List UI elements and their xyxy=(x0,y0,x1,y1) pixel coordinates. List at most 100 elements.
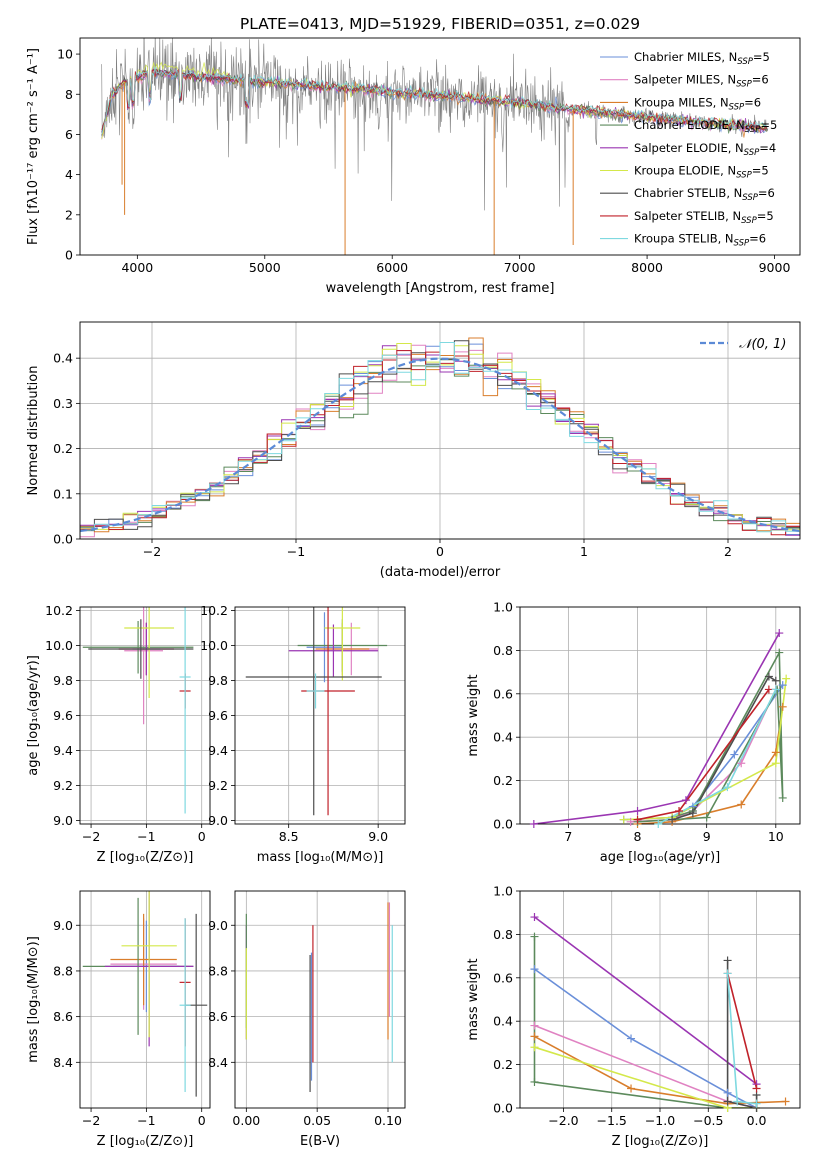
axes-spectrum: 4000 5000 6000 7000 8000 9000 0 2 4 6 8 10 wavelengt… xyxy=(26,37,801,296)
panel-age-vs-Z: −2 −1 0 9.0 9.2 9.4 9.6 9.8 10.0 10.2 Z [log₁₀(Z/Z… xyxy=(26,603,211,865)
x-tick-label: −2 xyxy=(82,1113,100,1128)
y-tick-label: 0.6 xyxy=(493,686,513,701)
mass-weight-marker xyxy=(771,748,780,757)
y-tick-label: 8.4 xyxy=(53,1055,73,1070)
y-axis-label: mass weight xyxy=(466,958,481,1040)
mass-weight-line xyxy=(671,675,777,821)
x-tick-label: 2 xyxy=(724,544,732,559)
y-tick-label: 9.2 xyxy=(208,778,228,793)
x-tick-label: 1 xyxy=(580,544,588,559)
x-tick-label: 8.5 xyxy=(279,829,299,844)
y-tick-label: 6 xyxy=(65,127,73,142)
legend-entry-0: Chabrier MILES, NSSP=5 xyxy=(634,50,770,67)
plot-area-weight-vs-age xyxy=(533,632,787,824)
panel-mass-vs-Z: −2 −1 0 8.4 8.6 8.8 9.0 Z [log₁₀(Z/Z⊙)] mass [lo… xyxy=(26,890,211,1149)
x-tick-label: 0 xyxy=(198,1113,206,1128)
axes-age-vs-Z: −2 −1 0 9.0 9.2 9.4 9.6 9.8 10.0 10.2 Z [log₁₀(Z/Z… xyxy=(26,603,211,865)
mass-weight-marker xyxy=(752,1099,761,1108)
y-tick-label: 9.4 xyxy=(208,743,228,758)
x-axis-label: Z [log₁₀(Z/Z⊙)] xyxy=(97,850,194,865)
y-tick-label: 0.2 xyxy=(493,1057,513,1072)
x-axis-label: age [log₁₀(age/yr)] xyxy=(600,850,721,865)
x-tick-label: 8 xyxy=(634,829,642,844)
legend-entry-4: Salpeter ELODIE, NSSP=4 xyxy=(634,141,776,158)
plot-area-mass-vs-EBV xyxy=(245,902,393,1093)
axes-frame xyxy=(234,890,406,1109)
x-tick-label: 0 xyxy=(198,829,206,844)
y-tick-label: 0.4 xyxy=(493,730,513,745)
y-tick-label: 10.0 xyxy=(45,638,73,653)
mass-weight-marker xyxy=(737,759,746,768)
y-tick-label: 10.2 xyxy=(200,603,228,618)
plot-area-age-vs-Z xyxy=(82,607,194,814)
mass-weight-marker xyxy=(723,956,732,965)
x-tick-label: −1 xyxy=(137,829,155,844)
axes-mass-vs-Z: −2 −1 0 8.4 8.6 8.8 9.0 Z [log₁₀(Z/Z⊙)] mass [lo… xyxy=(26,890,211,1149)
mass-weight-marker xyxy=(688,809,697,818)
y-tick-label: 0.0 xyxy=(53,532,73,547)
mass-weight-marker xyxy=(723,1088,732,1097)
mass-weight-marker xyxy=(723,969,732,978)
axes-frame xyxy=(519,606,801,825)
y-tick-label: 10.0 xyxy=(200,638,228,653)
x-tick-label: 9000 xyxy=(759,260,791,275)
x-tick-label: −2 xyxy=(143,544,161,559)
axes-mass-vs-EBV: 0.00 0.05 0.10 8.4 8.6 8.8 9.0 E(B-V) xyxy=(208,890,406,1149)
x-tick-label: 6000 xyxy=(376,260,408,275)
y-tick-label: 9.6 xyxy=(208,708,228,723)
gaussian-legend-label: 𝒩(0, 1) xyxy=(739,337,786,352)
y-tick-label: 10 xyxy=(57,47,73,62)
x-tick-label: −1 xyxy=(287,544,305,559)
mass-weight-marker xyxy=(681,796,690,805)
y-tick-label: 0 xyxy=(65,248,73,263)
x-axis-label: mass [log₁₀(M/M⊙)] xyxy=(257,850,384,865)
mass-weight-line xyxy=(533,632,780,824)
axes-weight-vs-age: 7 8 9 10 0.0 0.2 0.4 0.6 0.8 1.0 age [log₁₀(age/yr… xyxy=(466,600,801,865)
x-tick-label: −0.5 xyxy=(693,1113,723,1128)
mass-weight-line xyxy=(533,936,757,1108)
y-tick-label: 1.0 xyxy=(493,600,513,615)
y-tick-label: 0.8 xyxy=(493,927,513,942)
plot-area-residuals xyxy=(80,337,800,538)
mass-weight-marker xyxy=(782,674,791,683)
mass-weight-marker xyxy=(619,815,628,824)
x-axis-label: wavelength [Angstrom, rest frame] xyxy=(326,281,555,296)
mass-weight-line xyxy=(726,973,758,1089)
x-tick-label: −2.0 xyxy=(548,1113,578,1128)
mass-weight-marker xyxy=(752,1084,761,1093)
y-tick-label: 9.2 xyxy=(53,778,73,793)
mass-weight-marker xyxy=(633,815,642,824)
mass-weight-line xyxy=(623,678,787,821)
legend-entry-1: Salpeter MILES, NSSP=6 xyxy=(634,73,769,90)
x-tick-label: 8000 xyxy=(631,260,663,275)
mass-weight-marker xyxy=(764,685,773,694)
mass-weight-marker xyxy=(529,820,538,828)
mass-weight-line xyxy=(534,968,757,1108)
panel-residuals: −2 −1 0 1 2 0.0 0.1 0.2 0.3 0.4 (data-model)/error… xyxy=(26,321,801,580)
y-tick-label: 8.6 xyxy=(53,1009,73,1024)
y-axis-label: age [log₁₀(age/yr)] xyxy=(26,655,41,776)
y-tick-label: 2 xyxy=(65,207,73,222)
x-tick-label: −1.0 xyxy=(645,1113,675,1128)
mass-weight-marker xyxy=(530,913,539,922)
y-tick-label: 0.2 xyxy=(53,441,73,456)
mass-weight-marker xyxy=(771,676,780,685)
legend-entry-6: Chabrier STELIB, NSSP=6 xyxy=(634,186,775,203)
x-tick-label: 0.10 xyxy=(374,1113,402,1128)
mass-weight-marker xyxy=(627,1084,636,1093)
axes-weight-vs-Z: −2.0 −1.5 −1.0 −0.5 0.0 0.0 0.2 0.4 0.6 0.8 1.0 Z [… xyxy=(466,884,801,1149)
y-tick-label: 10.2 xyxy=(45,603,73,618)
y-tick-label: 0.8 xyxy=(493,643,513,658)
mass-weight-marker xyxy=(771,759,780,768)
mass-weight-marker xyxy=(730,750,739,759)
mass-weight-marker xyxy=(723,783,732,792)
mass-weight-marker xyxy=(530,932,539,941)
x-tick-label: 0.05 xyxy=(303,1113,331,1128)
mass-weight-marker xyxy=(778,793,787,802)
y-tick-label: 0.6 xyxy=(493,970,513,985)
legend-entry-5: Kroupa ELODIE, NSSP=5 xyxy=(634,164,769,181)
x-tick-label: 7 xyxy=(564,829,572,844)
y-tick-label: 8.4 xyxy=(208,1055,228,1070)
y-axis-label: Normed distribution xyxy=(26,366,41,496)
